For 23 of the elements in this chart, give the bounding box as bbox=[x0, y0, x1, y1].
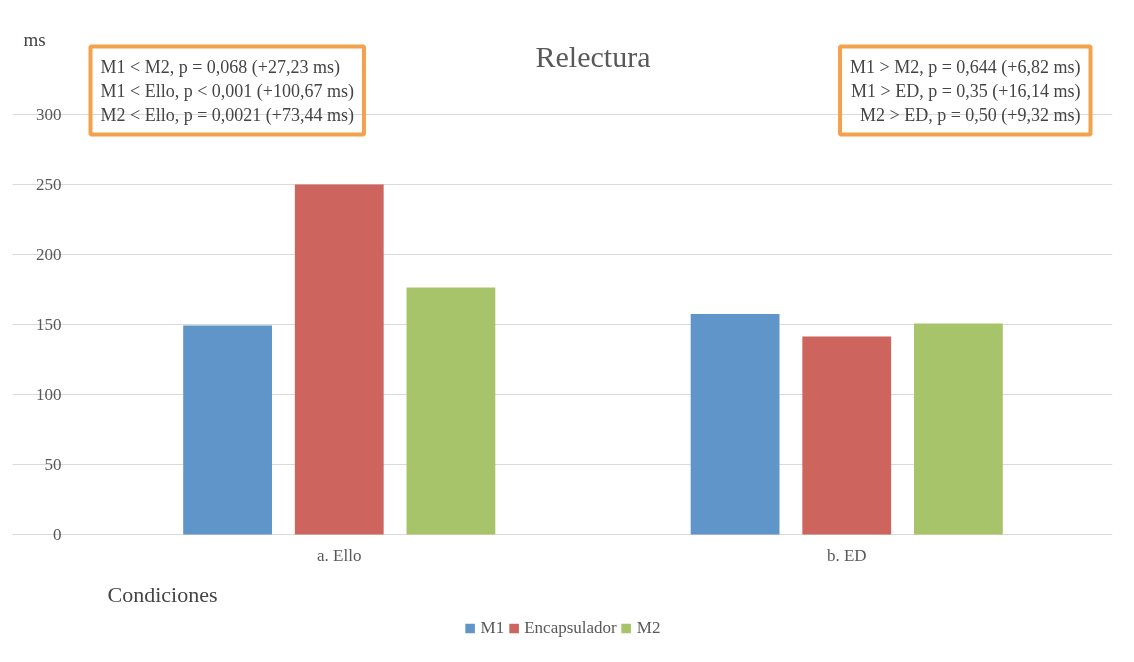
bar bbox=[294, 184, 384, 535]
y-tick-label: 200 bbox=[36, 245, 62, 264]
bar bbox=[690, 314, 780, 535]
legend-label: M2 bbox=[636, 618, 661, 638]
bar bbox=[802, 336, 892, 535]
y-tick-label: 150 bbox=[36, 315, 62, 334]
chart-title: Relectura bbox=[535, 39, 651, 73]
y-tick-label: 0 bbox=[53, 525, 62, 544]
annotation: M1 > M2, p = 0,644 (+6,82 ms) M1 > ED, p = 0,35 (+16,14 ms) M2 > ED, p = 0,50 (+9,32 ms) bbox=[850, 56, 1081, 126]
y-tick-label: 250 bbox=[36, 175, 62, 194]
y-axis-title: ms bbox=[23, 28, 46, 50]
y-tick-label: 100 bbox=[36, 385, 62, 404]
annotation: M1 < M2, p = 0,068 (+27,23 ms) M1 < Ello, p < 0,001 (+100,67 ms) M2 < Ello, p = 0,0021 (+73,44 ms) bbox=[100, 56, 354, 126]
x-tick-label: b. ED bbox=[826, 545, 867, 565]
x-tick-label: a. Ello bbox=[317, 545, 362, 565]
bar bbox=[406, 287, 496, 535]
bar bbox=[913, 323, 1003, 535]
x-axis-title: Condiciones bbox=[107, 581, 218, 607]
bar bbox=[183, 325, 273, 535]
legend-label: M1 bbox=[480, 618, 505, 638]
y-tick-label: 300 bbox=[36, 105, 62, 124]
y-tick-label: 50 bbox=[44, 455, 62, 474]
legend-label: Encapsulador bbox=[524, 618, 617, 638]
